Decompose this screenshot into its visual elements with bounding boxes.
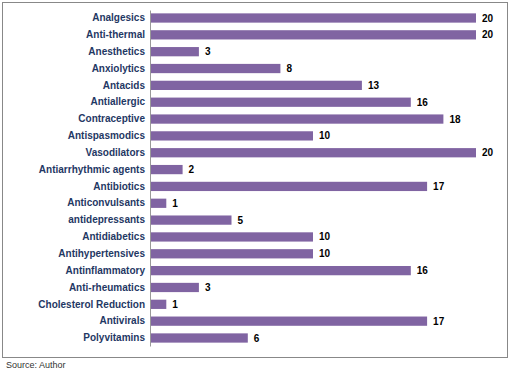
data-label: 5 [238, 215, 244, 226]
data-label: 8 [286, 63, 292, 74]
category-label: Antihypertensives [58, 248, 145, 259]
category-label: antidepressants [68, 214, 145, 225]
bar [150, 215, 232, 224]
category-label: Antinflammatory [66, 265, 146, 276]
category-label: Antivirals [99, 315, 145, 326]
data-label: 17 [433, 316, 445, 327]
bar [150, 13, 476, 22]
data-labels: 20 20 3 8 13 16 18 10 20 2 17 1 5 10 10 16 3 1 17 6 [172, 13, 493, 344]
data-label: 17 [433, 181, 445, 192]
data-label: 1 [172, 198, 178, 209]
tick: Cholesterol Reduction [38, 299, 150, 310]
axis-line [150, 11, 151, 347]
bar [150, 283, 199, 292]
bar [150, 249, 313, 258]
bar [150, 300, 166, 309]
category-label: Antidiabetics [82, 231, 145, 242]
category-label: Anticonvulsants [67, 197, 145, 208]
data-label: 16 [417, 265, 429, 276]
category-label: Polyvitamins [83, 332, 145, 343]
data-label: 2 [189, 164, 195, 175]
data-label: 13 [368, 80, 380, 91]
bar [150, 182, 427, 191]
category-label: Anxiolytics [92, 63, 146, 74]
tick: Anesthetics [88, 46, 150, 57]
tick: antidepressants [68, 214, 150, 225]
category-label: Anesthetics [88, 46, 145, 57]
data-label: 20 [482, 13, 494, 24]
bar [150, 131, 313, 140]
tick: Antiallergic [91, 96, 150, 107]
chart-frame [3, 3, 508, 358]
data-label: 3 [205, 46, 211, 57]
bar [150, 333, 248, 342]
bar [150, 81, 362, 90]
data-label: 1 [172, 299, 178, 310]
bar [150, 317, 427, 326]
annotations: Source: Author [6, 360, 66, 370]
tick: Anticonvulsants [67, 197, 150, 208]
tick: Polyvitamins [83, 332, 150, 343]
bar [150, 98, 411, 107]
bar [150, 47, 199, 56]
bar [150, 114, 443, 123]
category-label: Antispasmodics [68, 130, 146, 141]
tick: Anti-rheumatics [69, 282, 150, 293]
bar [150, 30, 476, 39]
category-label: Anti-rheumatics [69, 282, 146, 293]
data-label: 20 [482, 29, 494, 40]
tick: Vasodilators [86, 147, 150, 158]
data-label: 18 [449, 114, 461, 125]
tick: Antibiotics [93, 181, 150, 192]
data-label: 16 [417, 97, 429, 108]
tick: Antiarrhythmic agents [39, 164, 150, 175]
bar [150, 165, 183, 174]
tick: Antispasmodics [68, 130, 150, 141]
bar [150, 64, 280, 73]
tick: Antihypertensives [58, 248, 150, 259]
category-label: Antiarrhythmic agents [39, 164, 146, 175]
data-label: 10 [319, 130, 331, 141]
category-label: Contraceptive [78, 113, 145, 124]
data-label: 10 [319, 248, 331, 259]
tick: Contraceptive [78, 113, 150, 124]
tick: Antinflammatory [66, 265, 150, 276]
source-note: Source: Author [6, 360, 66, 370]
bar [150, 148, 476, 157]
data-label: 6 [254, 333, 260, 344]
category-label: Anti-thermal [86, 29, 145, 40]
tick: Anti-thermal [86, 29, 150, 40]
category-label: Vasodilators [86, 147, 146, 158]
category-label: Analgesics [92, 12, 145, 23]
category-label: Antiallergic [91, 96, 146, 107]
bar [150, 199, 166, 208]
category-label: Antacids [103, 80, 146, 91]
bars [150, 13, 476, 342]
bar [150, 232, 313, 241]
category-label: Antibiotics [93, 181, 145, 192]
tick: Antivirals [99, 315, 150, 326]
bar [150, 266, 411, 275]
data-label: 10 [319, 231, 331, 242]
category-label: Cholesterol Reduction [38, 299, 145, 310]
tick: Analgesics [92, 12, 150, 23]
tick: Antacids [103, 80, 150, 91]
data-label: 3 [205, 282, 211, 293]
y-axis: Analgesics Anti-thermal Anesthetics Anxioly… [38, 11, 150, 347]
data-label: 20 [482, 147, 494, 158]
chart: Analgesics Anti-thermal Anesthetics Anxioly… [0, 0, 510, 372]
tick: Antidiabetics [82, 231, 150, 242]
tick: Anxiolytics [92, 63, 150, 74]
